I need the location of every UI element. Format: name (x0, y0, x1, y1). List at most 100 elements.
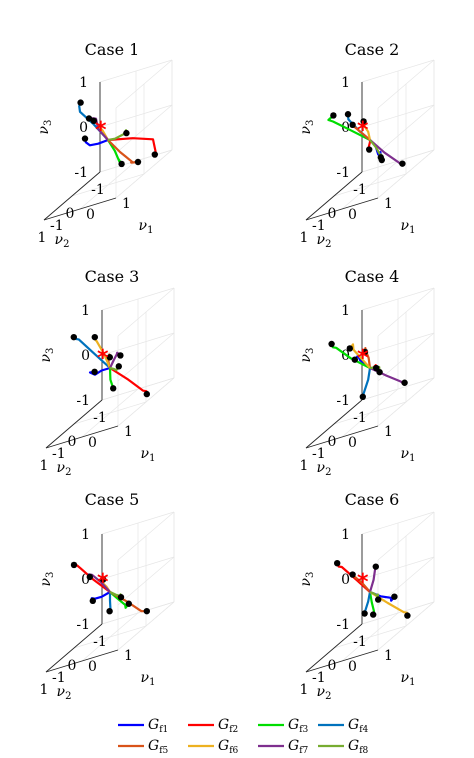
legend-label-symbol: G (348, 738, 359, 754)
endpoint-marker (77, 99, 84, 106)
axis-label-symbol: ν (141, 670, 150, 686)
axes-box (305, 511, 435, 673)
axis-label-symbol: ν (57, 460, 66, 476)
endpoint-marker (366, 146, 373, 153)
y-axis-label: ν2 (317, 232, 332, 250)
x-tick-label: -1 (52, 446, 66, 462)
panel-title: Case 5 (85, 490, 140, 509)
legend-item-f4: Gf4 (318, 717, 369, 735)
axes-box (45, 511, 175, 673)
z-tick-label: 0 (341, 348, 350, 364)
x-tick-label: 0 (88, 435, 97, 451)
tick-labels: -101-101-101 (40, 303, 133, 474)
x-tick-label: 1 (384, 424, 393, 440)
y-axis-line (45, 399, 103, 449)
x-axis-line (305, 649, 379, 673)
legend-item-f2: Gf2 (188, 717, 238, 735)
gridline (115, 59, 173, 109)
legend-item-f8: Gf8 (318, 738, 369, 756)
legend-label: Gf3 (288, 717, 309, 735)
axis-label-symbol: ν (55, 232, 64, 248)
endpoint-marker (399, 160, 406, 167)
y-axis-label: ν2 (57, 460, 72, 478)
y-axis-line (43, 171, 101, 221)
endpoint-marker (328, 340, 335, 348)
series-line-gf8 (369, 590, 380, 600)
gridline (333, 401, 407, 425)
gridline (361, 287, 435, 311)
x-tick-label: 0 (348, 207, 357, 223)
legend-item-f7: Gf7 (258, 738, 309, 756)
endpoint-marker (370, 611, 377, 618)
z-tick-label: 1 (81, 303, 90, 319)
endpoint-marker (70, 333, 78, 341)
gridline (333, 173, 407, 197)
z-tick-label: 0 (341, 572, 350, 588)
panel-title: Case 1 (85, 40, 140, 59)
z-axis-label: ν3 (38, 348, 56, 363)
endpoint-marker (330, 112, 337, 119)
axis-labels: ν 1 ν2 ν3 (38, 348, 155, 478)
gridline (73, 625, 147, 649)
legend-label: Gf8 (348, 738, 369, 756)
legend-label-subscript: f7 (299, 746, 308, 756)
y-tick-label: 1 (300, 682, 309, 698)
axis-label-symbol: ν (36, 125, 52, 134)
axis-label-symbol: ν (401, 218, 410, 234)
endpoint-marker (134, 158, 142, 166)
z-tick-label: 1 (341, 75, 350, 91)
endpoint-marker (346, 345, 353, 352)
y-axis-label: ν2 (317, 684, 332, 702)
z-axis-label: ν3 (36, 120, 54, 135)
gridline (101, 511, 175, 535)
endpoint-marker (375, 596, 382, 603)
z-tick-label: -1 (76, 393, 90, 409)
axis-label-symbol: ν (298, 577, 314, 586)
reference-star-marker: * (357, 346, 369, 371)
axis-label-subscript: 1 (409, 677, 415, 688)
axis-label-subscript: 2 (63, 239, 69, 250)
x-tick-label: 0 (348, 435, 357, 451)
y-tick-label: -1 (353, 634, 367, 650)
y-tick-label: 0 (66, 206, 75, 222)
x-tick-label: 0 (348, 659, 357, 675)
legend-label-symbol: G (218, 717, 229, 733)
endpoint-marker (344, 111, 352, 118)
y-axis-label: ν2 (55, 232, 70, 250)
gridline (99, 59, 173, 83)
endpoint-marker (360, 118, 367, 125)
y-axis-label: ν2 (57, 684, 72, 702)
y-tick-label: -1 (93, 410, 107, 426)
series-line-gf3 (327, 114, 371, 141)
y-axis-line (305, 399, 363, 449)
gridline (71, 173, 145, 197)
endpoint-marker (91, 368, 98, 375)
reference-star-marker: * (357, 118, 369, 143)
axis-label-subscript: 1 (149, 453, 155, 464)
reference-star-marker: * (97, 346, 109, 371)
x-axis-line (45, 425, 119, 449)
x-axis-line (305, 425, 379, 449)
axis-label-subscript: 1 (409, 453, 415, 464)
series-line-gf7 (369, 139, 404, 167)
axis-label-symbol: ν (57, 684, 66, 700)
z-tick-label: 1 (81, 527, 90, 543)
axis-label-symbol: ν (401, 670, 410, 686)
y-tick-label: 0 (68, 658, 77, 674)
endpoint-marker (117, 352, 124, 359)
endpoint-marker (349, 121, 356, 128)
axis-label-subscript: 3 (305, 348, 316, 354)
gridline (361, 59, 435, 83)
gridline (377, 511, 435, 561)
series-group (70, 333, 150, 398)
z-axis-label: ν3 (298, 348, 316, 363)
gridline (377, 149, 435, 199)
endpoint-marker (378, 156, 385, 164)
gridline (117, 287, 175, 337)
legend-label-subscript: f5 (159, 746, 168, 756)
